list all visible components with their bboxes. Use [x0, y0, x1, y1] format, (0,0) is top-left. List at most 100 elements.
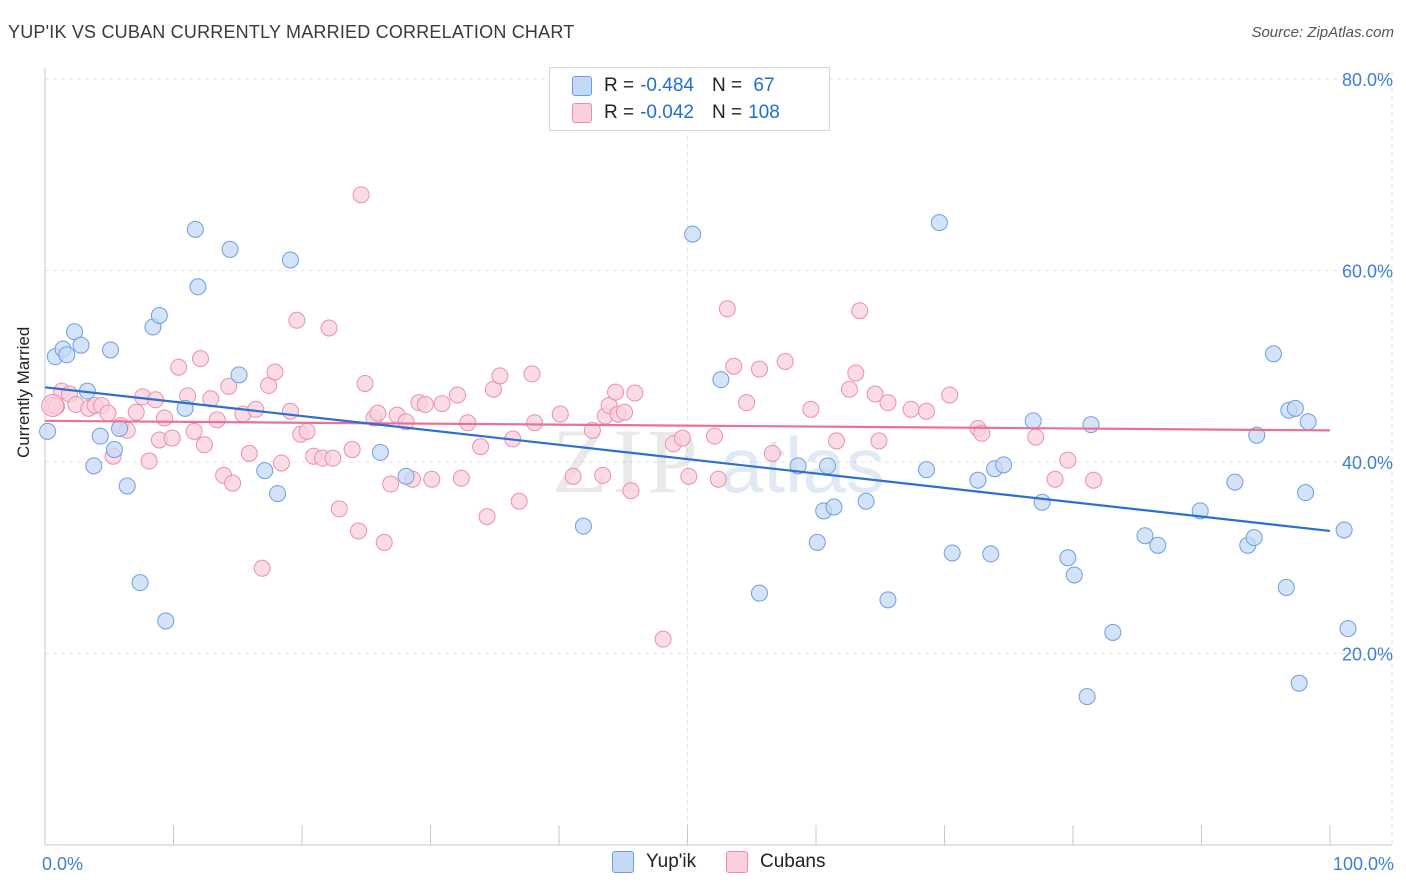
- yupik-point: [230, 366, 248, 384]
- yupik-point: [808, 533, 826, 551]
- cubans-point: [738, 394, 756, 412]
- cubans-point: [163, 429, 181, 447]
- yupik-point: [1335, 521, 1353, 539]
- yupik-point: [150, 307, 168, 325]
- cubans-point: [320, 319, 338, 337]
- cubans-point: [369, 404, 387, 422]
- yupik-point: [186, 220, 204, 238]
- cubans-point: [828, 432, 846, 450]
- legend-r-value: -0.042: [640, 102, 694, 123]
- legend-swatch-yupik: [572, 76, 592, 96]
- yupik-point: [189, 278, 207, 296]
- y-tick-label: 60.0%: [1342, 262, 1393, 282]
- yupik-point: [982, 545, 1000, 563]
- yupik-point: [825, 498, 843, 516]
- cubans-point: [448, 386, 466, 404]
- cubans-point: [375, 533, 393, 551]
- yupik-point: [1033, 493, 1051, 511]
- cubans-point: [763, 444, 781, 462]
- yupik-point: [1339, 620, 1357, 638]
- yupik-point: [995, 456, 1013, 474]
- cubans-point: [352, 186, 370, 204]
- yupik-point: [105, 441, 123, 459]
- cubans-point: [523, 365, 541, 383]
- yupik-point: [1286, 399, 1304, 417]
- cubans-point: [288, 311, 306, 329]
- cubans-point: [1059, 451, 1077, 469]
- cubans-point: [510, 492, 528, 510]
- cubans-point: [941, 386, 959, 404]
- cubans-point: [718, 300, 736, 318]
- yupik-point: [1264, 345, 1282, 363]
- yupik-point: [1277, 578, 1295, 596]
- cubans-point: [397, 413, 415, 431]
- cubans-point: [866, 385, 884, 403]
- cubans-point: [330, 500, 348, 518]
- yupik-point: [819, 457, 837, 475]
- cubans-point: [594, 466, 612, 484]
- cubans-point: [626, 384, 644, 402]
- cubans-point: [478, 508, 496, 526]
- y-tick-label: 20.0%: [1342, 645, 1393, 665]
- chart-title: YUP'IK VS CUBAN CURRENTLY MARRIED CORREL…: [8, 22, 575, 42]
- cubans-point: [622, 482, 640, 500]
- yupik-point: [157, 612, 175, 630]
- trend-lines: [44, 386, 1331, 533]
- legend-n-label: N =: [711, 75, 743, 96]
- legend-row-yupik: R = -0.484 N = 67: [572, 72, 775, 100]
- cubans-point: [902, 400, 920, 418]
- cubans-point: [156, 409, 174, 427]
- y-tick-label: 40.0%: [1342, 453, 1393, 473]
- cubans-point-cluster: [41, 394, 65, 418]
- yupik-point: [1226, 473, 1244, 491]
- yupik-point: [371, 443, 389, 461]
- legend-r-label: R =: [604, 75, 635, 96]
- cubans-point: [526, 414, 544, 432]
- yupik-point: [111, 419, 129, 437]
- yupik-point: [879, 591, 897, 609]
- cubans-point: [847, 364, 865, 382]
- cubans-point: [423, 470, 441, 488]
- cubans-point: [298, 422, 316, 440]
- yupik-point: [39, 422, 57, 440]
- bottom-swatch-cubans: [726, 851, 748, 873]
- cubans-point: [281, 402, 299, 420]
- legend-n-label: N =: [711, 102, 743, 123]
- bottom-legend-yupik: Yup'ik: [612, 851, 696, 873]
- legend-r-value: -0.484: [640, 75, 694, 96]
- gridlines: [45, 72, 1393, 845]
- legend-n-value: 67: [748, 75, 775, 96]
- cubans-point: [343, 441, 361, 459]
- yupik-point: [269, 485, 287, 503]
- yupik-point: [1245, 529, 1263, 547]
- yupik-point: [131, 574, 149, 592]
- cubans-point: [705, 427, 723, 445]
- correlation-legend: R = -0.484 N = 67 R = -0.042 N = 108: [549, 67, 830, 131]
- yupik-point: [918, 461, 936, 479]
- cubans-point: [918, 402, 936, 420]
- legend-r-label: R =: [604, 102, 635, 123]
- yupik-point: [1065, 566, 1083, 584]
- yupik-point: [1136, 527, 1154, 545]
- yupik-point: [221, 240, 239, 258]
- cubans-trend-line: [44, 419, 1331, 432]
- yupik-point: [91, 427, 109, 445]
- yupik-point: [1104, 623, 1122, 641]
- x-tick-label-max: 100.0%: [1333, 854, 1394, 874]
- cubans-point: [324, 449, 342, 467]
- axes: [44, 68, 1392, 846]
- cubans-point: [802, 400, 820, 418]
- cubans-point: [127, 403, 145, 421]
- cubans-point: [725, 357, 743, 375]
- cubans-point: [1046, 470, 1064, 488]
- cubans-point: [253, 559, 271, 577]
- cubans-point: [272, 454, 290, 472]
- cubans-point: [654, 630, 672, 648]
- yupik-point: [1248, 426, 1266, 444]
- yupik-point: [943, 544, 961, 562]
- y-tick-label: 80.0%: [1342, 70, 1393, 90]
- cubans-point: [564, 467, 582, 485]
- x-tick-label-min: 0.0%: [42, 854, 83, 874]
- cubans-point: [840, 380, 858, 398]
